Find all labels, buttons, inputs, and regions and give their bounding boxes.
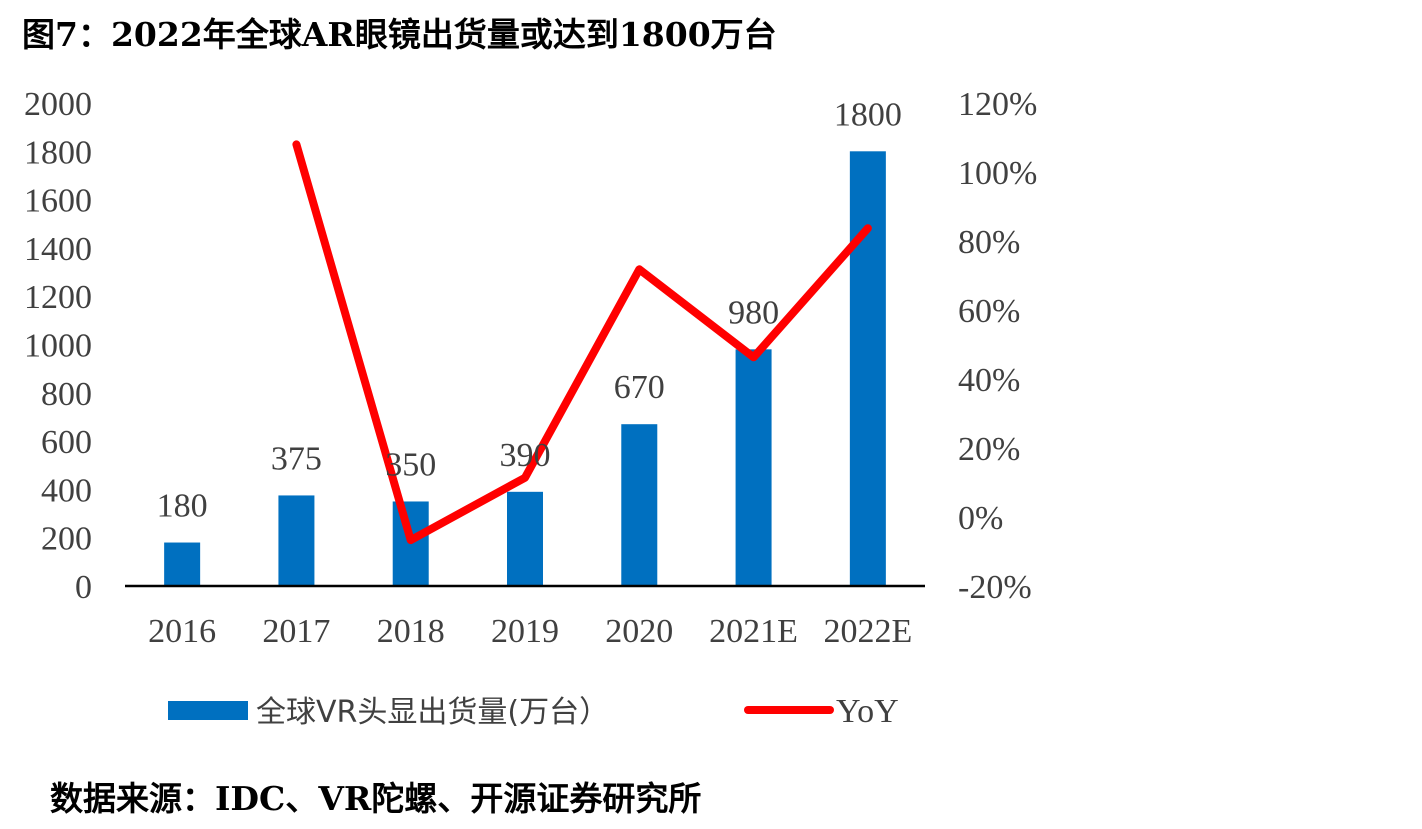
bar-data-label: 350 <box>385 446 436 483</box>
right-tick-label: 60% <box>958 293 1020 330</box>
right-tick-label: 40% <box>958 362 1020 399</box>
left-tick-label: 200 <box>41 521 92 558</box>
bar-data-label: 390 <box>500 437 551 474</box>
bar-series <box>164 151 886 587</box>
left-tick-label: 1400 <box>24 231 92 268</box>
bar <box>164 542 201 586</box>
x-tick-label: 2022E <box>823 613 912 650</box>
bar-data-label: 1800 <box>834 96 902 133</box>
left-tick-label: 1000 <box>24 328 92 365</box>
right-tick-label: 100% <box>958 155 1037 192</box>
left-tick-label: 0 <box>75 569 92 606</box>
bar-data-labels: 180 375 350 390 670 980 1800 <box>157 96 902 524</box>
left-tick-label: 2000 <box>24 86 92 123</box>
source-note: 数据来源：IDC、VR陀螺、开源证券研究所 <box>50 779 702 818</box>
x-tick-label: 2016 <box>148 613 216 650</box>
left-tick-label: 1600 <box>24 183 92 220</box>
bar-data-label: 670 <box>614 369 665 406</box>
x-tick-label: 2017 <box>262 613 330 650</box>
left-tick-label: 1800 <box>24 134 92 171</box>
left-tick-label: 1200 <box>24 279 92 316</box>
right-tick-label: 80% <box>958 224 1020 261</box>
x-axis-ticks: 2016 2017 2018 2019 2020 2021E 2022E <box>148 613 912 650</box>
right-tick-label: 120% <box>958 86 1037 123</box>
left-tick-label: 600 <box>41 424 92 461</box>
bar <box>735 349 772 586</box>
left-tick-label: 400 <box>41 472 92 509</box>
x-tick-label: 2018 <box>377 613 445 650</box>
x-tick-label: 2019 <box>491 613 559 650</box>
x-tick-label: 2020 <box>605 613 673 650</box>
right-axis-ticks: -20% 0% 20% 40% 60% 80% 100% 120% <box>958 86 1037 606</box>
bar-data-label: 375 <box>271 440 322 477</box>
x-tick-label: 2021E <box>709 613 798 650</box>
legend-bar-label: 全球VR头显出货量(万台） <box>256 695 609 730</box>
line-series <box>292 140 872 545</box>
figure-title: 图7：2022年全球AR眼镜出货量或达到1800万台 <box>22 15 777 54</box>
right-tick-label: 0% <box>958 500 1003 537</box>
bar-data-label: 180 <box>157 488 208 525</box>
legend-line-label: YoY <box>836 693 899 730</box>
bar <box>507 491 543 586</box>
left-axis-ticks: 0 200 400 600 800 1000 1200 1400 1600 1800 2000 <box>24 86 92 606</box>
yoy-line <box>292 140 872 545</box>
legend: 全球VR头显出货量(万台） YoY <box>168 693 899 730</box>
bar-data-label: 980 <box>728 294 779 331</box>
right-tick-label: 20% <box>958 431 1020 468</box>
bar <box>278 495 315 586</box>
right-tick-label: -20% <box>958 569 1032 606</box>
bar <box>621 424 658 586</box>
left-tick-label: 800 <box>41 376 92 413</box>
legend-bar-swatch <box>168 701 248 720</box>
bar <box>849 151 886 587</box>
